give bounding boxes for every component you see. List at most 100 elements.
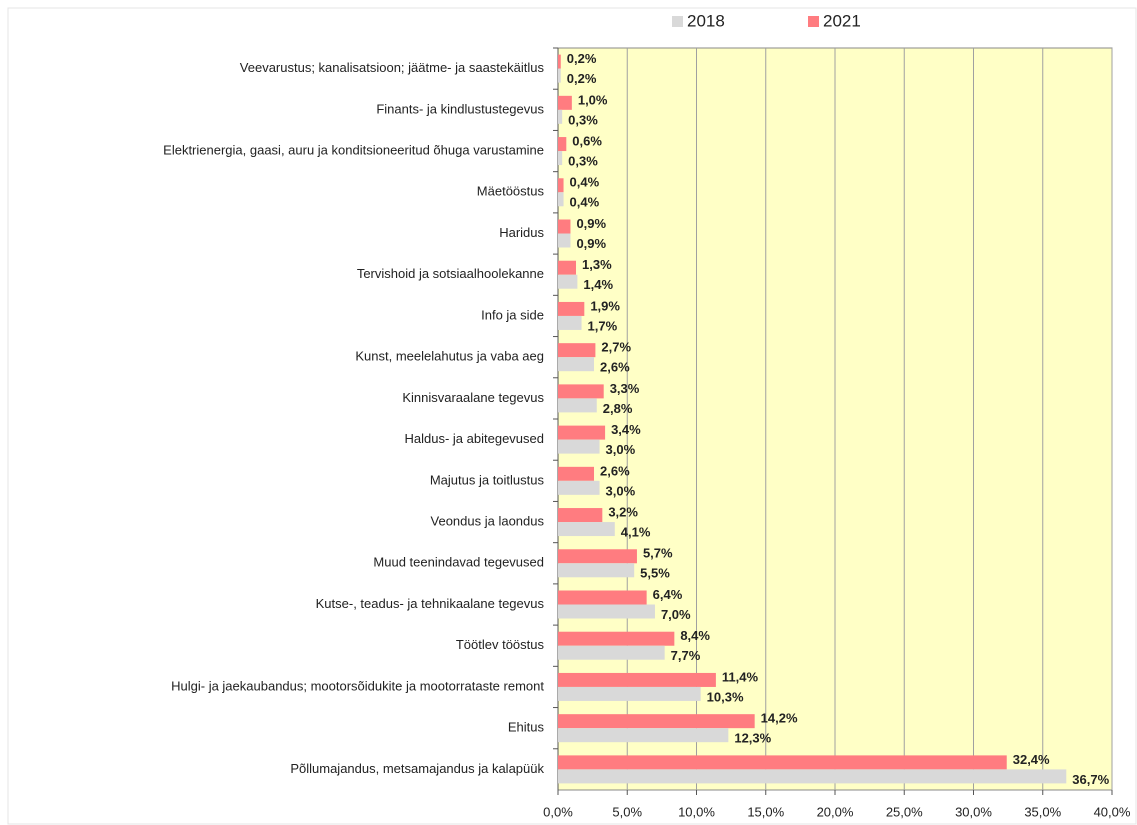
data-label: 0,9% xyxy=(576,236,606,251)
x-tick-label: 30,0% xyxy=(955,804,992,819)
bar xyxy=(558,590,647,605)
x-tick-label: 5,0% xyxy=(612,804,642,819)
bar xyxy=(558,563,635,578)
data-label: 2,7% xyxy=(601,340,631,355)
x-tick-label: 10,0% xyxy=(678,804,715,819)
y-tick-label: Haldus- ja abitegevused xyxy=(405,431,544,446)
data-label: 10,3% xyxy=(707,689,744,704)
data-label: 1,7% xyxy=(588,318,618,333)
bar xyxy=(558,219,571,234)
bar xyxy=(558,301,585,316)
frame xyxy=(7,7,1137,825)
bar xyxy=(558,178,564,193)
y-tick-label: Tervishoid ja sotsiaalhoolekanne xyxy=(357,266,544,281)
data-label: 1,4% xyxy=(583,277,613,292)
legend-swatch xyxy=(672,16,683,27)
x-tick-label: 15,0% xyxy=(747,804,784,819)
bar xyxy=(558,686,701,701)
data-label: 3,2% xyxy=(608,504,638,519)
y-tick-label: Hulgi- ja jaekaubandus; mootorsõidukite … xyxy=(171,678,544,693)
bar xyxy=(558,714,755,729)
x-tick-label: 35,0% xyxy=(1024,804,1061,819)
bar xyxy=(558,398,597,413)
y-tick-label: Ehitus xyxy=(508,720,545,735)
data-label: 0,9% xyxy=(576,216,606,231)
bar xyxy=(558,95,572,110)
bar xyxy=(558,549,637,564)
bar xyxy=(558,425,606,440)
bar xyxy=(558,233,571,248)
y-tick-label: Info ja side xyxy=(481,307,544,322)
data-label: 7,0% xyxy=(661,607,691,622)
data-label: 4,1% xyxy=(621,524,651,539)
data-label: 5,7% xyxy=(643,546,673,561)
y-tick-label: Muud teenindavad tegevused xyxy=(373,555,544,570)
data-label: 1,9% xyxy=(590,298,620,313)
bar xyxy=(558,109,563,124)
bar xyxy=(558,604,655,619)
y-tick-label: Veondus ja laondus xyxy=(431,513,545,528)
legend-label: 2018 xyxy=(687,11,725,30)
y-tick-label: Kunst, meelelahutus ja vaba aeg xyxy=(355,349,544,364)
data-label: 8,4% xyxy=(680,628,710,643)
y-tick-label: Kinnisvaraalane tegevus xyxy=(402,390,544,405)
bar xyxy=(558,755,1007,770)
data-label: 0,4% xyxy=(570,175,600,190)
data-label: 36,7% xyxy=(1072,772,1109,787)
data-label: 0,3% xyxy=(568,153,598,168)
bar xyxy=(558,645,665,660)
data-label: 11,4% xyxy=(722,669,759,684)
bar xyxy=(558,480,600,495)
y-tick-label: Veevarustus; kanalisatsioon; jäätme- ja … xyxy=(240,60,545,75)
data-label: 0,2% xyxy=(567,71,597,86)
y-tick-label: Kutse-, teadus- ja tehnikaalane tegevus xyxy=(316,596,545,611)
bar xyxy=(558,357,595,372)
bar xyxy=(558,151,563,166)
x-tick-label: 40,0% xyxy=(1094,804,1131,819)
y-tick-label: Finants- ja kindlustustegevus xyxy=(376,101,544,116)
bar xyxy=(558,54,561,69)
data-label: 0,4% xyxy=(570,195,600,210)
data-label: 2,8% xyxy=(603,401,633,416)
legend-swatch xyxy=(808,16,819,27)
bar xyxy=(558,384,604,399)
y-tick-label: Mäetööstus xyxy=(477,184,545,199)
data-label: 0,3% xyxy=(568,112,598,127)
data-label: 14,2% xyxy=(761,711,798,726)
y-tick-label: Majutus ja toitlustus xyxy=(430,472,545,487)
data-label: 3,0% xyxy=(606,483,636,498)
bar xyxy=(558,522,615,537)
bar xyxy=(558,631,675,646)
bar xyxy=(558,260,577,275)
legend-label: 2021 xyxy=(823,11,861,30)
data-label: 2,6% xyxy=(600,360,630,375)
bar xyxy=(558,439,600,454)
bar xyxy=(558,68,561,83)
data-label: 3,4% xyxy=(611,422,641,437)
data-label: 32,4% xyxy=(1013,752,1050,767)
bar xyxy=(558,466,595,481)
y-tick-label: Põllumajandus, metsamajandus ja kalapüük xyxy=(290,761,544,776)
bar xyxy=(558,769,1067,784)
data-label: 0,6% xyxy=(572,133,602,148)
data-label: 12,3% xyxy=(734,731,771,746)
bar xyxy=(558,508,603,523)
bar xyxy=(558,192,564,207)
x-tick-label: 0,0% xyxy=(543,804,573,819)
data-label: 7,7% xyxy=(671,648,701,663)
x-tick-label: 25,0% xyxy=(886,804,923,819)
data-label: 3,3% xyxy=(610,381,640,396)
bar xyxy=(558,343,596,358)
bar xyxy=(558,315,582,330)
data-label: 1,3% xyxy=(582,257,612,272)
x-tick-label: 20,0% xyxy=(817,804,854,819)
data-label: 5,5% xyxy=(640,566,670,581)
data-label: 6,4% xyxy=(653,587,683,602)
bar xyxy=(558,274,578,289)
bar xyxy=(558,137,567,152)
data-label: 3,0% xyxy=(606,442,636,457)
y-tick-label: Elektrienergia, gaasi, auru ja konditsio… xyxy=(163,142,544,157)
data-label: 2,6% xyxy=(600,463,630,478)
bar xyxy=(558,728,729,743)
